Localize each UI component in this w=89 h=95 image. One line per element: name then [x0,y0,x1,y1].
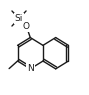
Text: N: N [27,64,34,73]
Text: Si: Si [15,14,23,23]
Text: O: O [23,22,30,31]
